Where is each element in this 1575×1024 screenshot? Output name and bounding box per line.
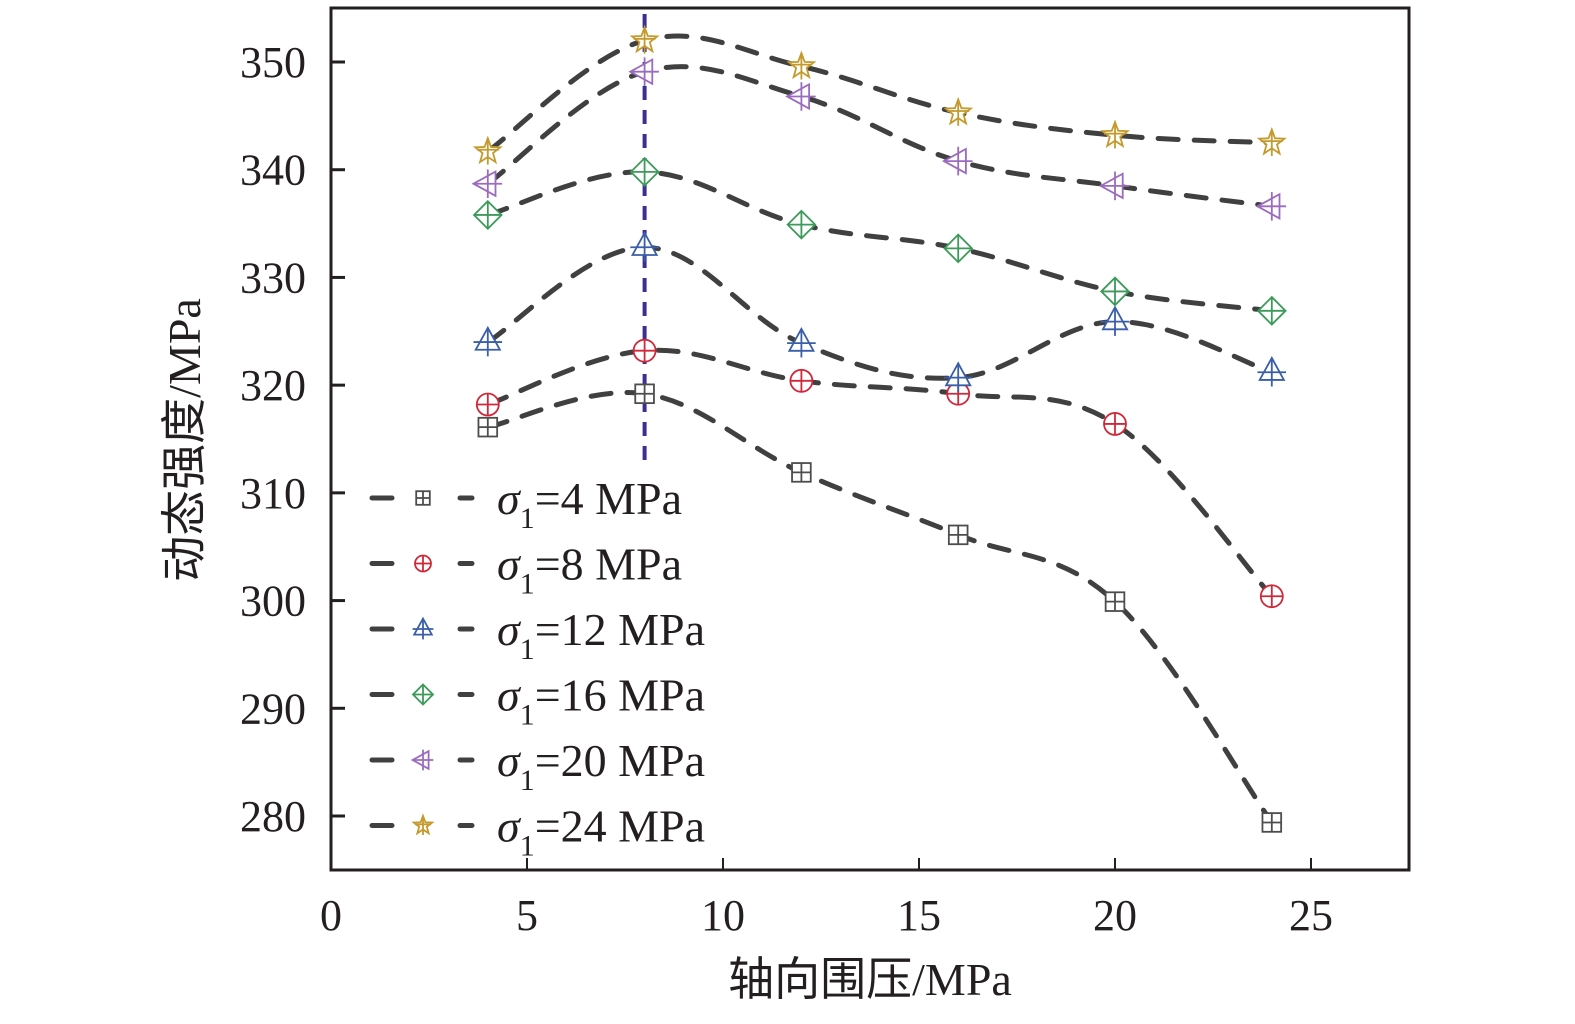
data-point-s5-5 <box>1098 171 1130 201</box>
series-line-4 <box>485 169 1275 314</box>
x-tick-label: 20 <box>1093 891 1137 940</box>
marker-layer <box>471 24 1287 833</box>
legend-sigma: σ <box>497 604 522 655</box>
legend-item-6: σ1=24 MPa <box>369 801 705 863</box>
legend-label: σ1=4 MPa <box>497 473 682 535</box>
data-point-s6-5 <box>1099 119 1131 149</box>
legend-sigma: σ <box>497 473 522 524</box>
legend-label: σ1=16 MPa <box>497 670 705 732</box>
legend-value: =16 MPa <box>535 670 705 721</box>
legend-subscript: 1 <box>520 568 535 601</box>
legend-marker <box>411 813 435 836</box>
x-tick-label: 5 <box>516 891 538 940</box>
legend-subscript: 1 <box>520 699 535 732</box>
legend-marker <box>411 683 435 706</box>
data-point-s6-1 <box>472 135 503 165</box>
legend-subscript: 1 <box>520 633 535 666</box>
data-point-s2-3 <box>789 368 814 393</box>
data-point-s5-3 <box>785 82 816 111</box>
legend-sigma: σ <box>497 539 522 590</box>
data-point-s6-2 <box>629 24 660 54</box>
data-point-s1-4 <box>947 524 969 546</box>
data-point-s2-5 <box>1103 412 1127 436</box>
legend-value: =20 MPa <box>535 735 705 786</box>
y-tick-label: 310 <box>240 469 306 518</box>
data-point-s4-6 <box>1256 295 1287 326</box>
y-tick-label: 350 <box>240 38 306 87</box>
y-axis-title: 动态强度/MPa <box>159 298 210 582</box>
legend-subscript: 1 <box>520 502 535 535</box>
legend-item-4: σ1=16 MPa <box>369 670 705 732</box>
series-line-6 <box>485 33 1275 154</box>
x-tick-label: 10 <box>701 891 745 940</box>
data-point-s6-4 <box>943 96 974 126</box>
data-point-s1-6 <box>1261 812 1283 833</box>
legend-subscript: 1 <box>520 764 535 797</box>
legend-marker <box>412 616 434 640</box>
x-axis-title: 轴向围压/MPa <box>728 954 1012 1005</box>
data-point-s3-1 <box>473 325 503 357</box>
series-line-3 <box>485 244 1275 381</box>
y-tick-label: 280 <box>240 792 306 841</box>
legend-value: =4 MPa <box>535 473 682 524</box>
data-point-s5-6 <box>1255 192 1287 221</box>
data-point-s2-2 <box>632 338 657 363</box>
x-tick-label: 25 <box>1289 891 1333 940</box>
legend-sigma: σ <box>497 735 522 786</box>
legend-marker <box>410 749 434 771</box>
data-point-s4-5 <box>1099 276 1131 307</box>
legend-value: =12 MPa <box>535 604 705 655</box>
data-point-s6-6 <box>1256 126 1287 156</box>
y-tick-label: 300 <box>240 577 306 626</box>
data-point-s1-3 <box>791 462 812 483</box>
data-point-s4-4 <box>943 233 974 264</box>
data-point-s2-1 <box>475 392 500 417</box>
legend-item-2: σ1=8 MPa <box>369 539 682 601</box>
data-point-s5-2 <box>628 57 659 86</box>
legend-value: =8 MPa <box>535 539 682 590</box>
data-point-s1-5 <box>1104 591 1126 612</box>
data-point-s3-4 <box>943 361 973 392</box>
data-point-s5-4 <box>942 146 973 176</box>
data-point-s5-1 <box>471 169 503 199</box>
legend-item-3: σ1=12 MPa <box>369 604 705 666</box>
legend-subscript: 1 <box>520 830 535 863</box>
x-tick-label: 15 <box>897 891 941 940</box>
legend-label: σ1=20 MPa <box>497 735 705 797</box>
data-point-s1-1 <box>477 416 499 438</box>
legend-value: =24 MPa <box>535 801 705 852</box>
y-tick-label: 330 <box>240 253 306 302</box>
data-point-s1-2 <box>634 383 655 405</box>
legend-sigma: σ <box>497 670 522 721</box>
y-tick-label: 340 <box>240 146 306 195</box>
series-line-5 <box>485 64 1275 209</box>
data-point-s3-6 <box>1257 356 1287 387</box>
data-point-s2-4 <box>946 381 971 406</box>
y-tick-label: 320 <box>240 361 306 410</box>
data-point-s3-2 <box>630 231 659 262</box>
data-point-s3-3 <box>787 326 816 358</box>
data-point-s4-3 <box>786 209 817 240</box>
y-tick-label: 290 <box>240 684 306 733</box>
legend-marker <box>414 554 432 573</box>
data-point-s3-5 <box>1100 305 1130 336</box>
x-tick-label: 0 <box>320 891 342 940</box>
plot-frame <box>329 6 1411 872</box>
legend-marker <box>415 490 431 506</box>
legend-label: σ1=12 MPa <box>497 604 705 666</box>
data-point-s4-1 <box>472 199 503 230</box>
legend-sigma: σ <box>497 801 522 852</box>
legend-item-1: σ1=4 MPa <box>369 473 682 535</box>
legend-item-5: σ1=20 MPa <box>369 735 705 797</box>
axes: 0 5 10 15 20 25 280 290 300 310 320 330 340 350 <box>240 6 1411 940</box>
legend-label: σ1=8 MPa <box>497 539 682 601</box>
data-point-s4-2 <box>629 156 660 187</box>
legend-label: σ1=24 MPa <box>497 801 705 863</box>
data-point-s2-6 <box>1259 584 1284 609</box>
data-point-s6-3 <box>786 50 817 80</box>
